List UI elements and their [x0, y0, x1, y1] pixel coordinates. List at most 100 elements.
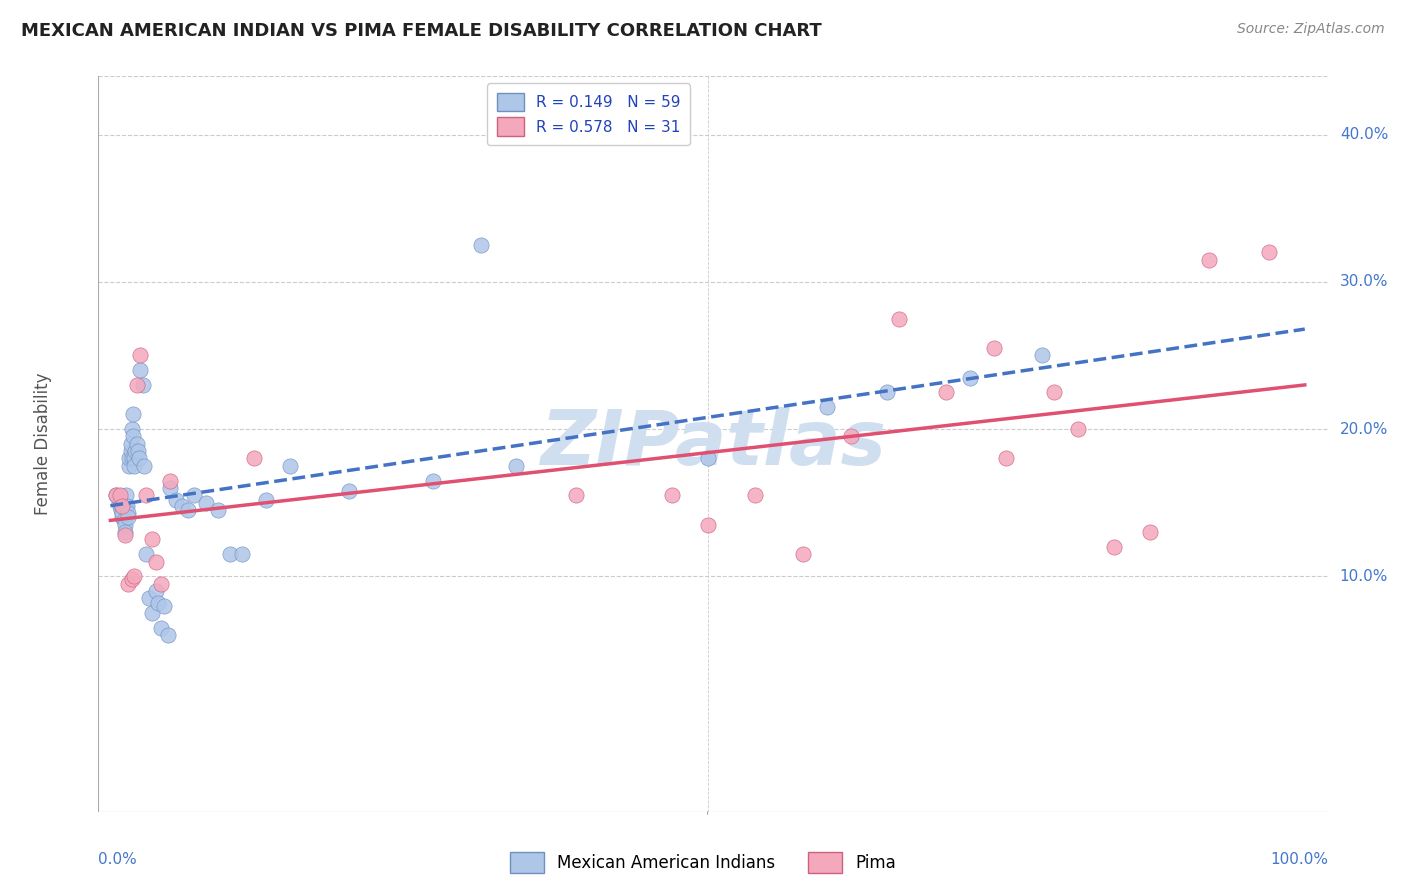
Point	[117, 506, 139, 520]
Point	[959, 370, 981, 384]
Point	[995, 451, 1018, 466]
Point	[159, 474, 181, 488]
Point	[156, 628, 179, 642]
Point	[1043, 385, 1066, 400]
Point	[149, 576, 172, 591]
Point	[124, 444, 146, 458]
Point	[165, 492, 187, 507]
Point	[839, 429, 862, 443]
Point	[125, 436, 148, 450]
Point	[1067, 422, 1090, 436]
Text: ZIPatlas: ZIPatlas	[540, 407, 887, 481]
Point	[278, 458, 301, 473]
Legend: Mexican American Indians, Pima: Mexican American Indians, Pima	[503, 846, 903, 880]
Text: 0.0%: 0.0%	[98, 852, 138, 867]
Point	[115, 488, 138, 502]
Point	[121, 572, 143, 586]
Point	[111, 510, 134, 524]
Point	[122, 458, 145, 473]
Point	[149, 621, 172, 635]
Point	[120, 444, 142, 458]
Text: 10.0%: 10.0%	[1340, 569, 1388, 583]
Point	[121, 451, 143, 466]
Point	[122, 407, 145, 422]
Point	[218, 547, 240, 561]
Text: MEXICAN AMERICAN INDIAN VS PIMA FEMALE DISABILITY CORRELATION CHART: MEXICAN AMERICAN INDIAN VS PIMA FEMALE D…	[21, 22, 823, 40]
Point	[146, 596, 169, 610]
Point	[114, 517, 136, 532]
Point	[132, 458, 155, 473]
Point	[129, 363, 152, 377]
Point	[1198, 252, 1220, 267]
Point	[138, 591, 160, 606]
Point	[135, 488, 157, 502]
Point	[935, 385, 957, 400]
Point	[231, 547, 253, 561]
Point	[207, 503, 229, 517]
Point	[177, 503, 200, 517]
Point	[565, 488, 588, 502]
Point	[118, 458, 141, 473]
Text: 100.0%: 100.0%	[1271, 852, 1329, 867]
Point	[120, 436, 142, 450]
Point	[1102, 540, 1125, 554]
Text: Female Disability: Female Disability	[34, 373, 52, 515]
Point	[1031, 348, 1053, 362]
Point	[422, 474, 444, 488]
Text: 20.0%: 20.0%	[1340, 422, 1388, 436]
Point	[815, 400, 838, 414]
Point	[117, 576, 139, 591]
Point	[127, 444, 149, 458]
Text: 30.0%: 30.0%	[1340, 275, 1388, 289]
Point	[122, 569, 145, 583]
Point	[141, 606, 163, 620]
Point	[1258, 245, 1281, 260]
Point	[122, 451, 145, 466]
Point	[792, 547, 814, 561]
Point	[115, 499, 138, 513]
Point	[470, 238, 492, 252]
Point	[696, 451, 718, 466]
Point	[145, 584, 167, 599]
Point	[114, 524, 136, 539]
Legend: R = 0.149   N = 59, R = 0.578   N = 31: R = 0.149 N = 59, R = 0.578 N = 31	[488, 84, 690, 145]
Point	[170, 499, 193, 513]
Text: 40.0%: 40.0%	[1340, 128, 1388, 142]
Point	[129, 348, 152, 362]
Point	[141, 533, 163, 547]
Point	[242, 451, 264, 466]
Point	[111, 499, 134, 513]
Point	[744, 488, 766, 502]
Point	[887, 311, 910, 326]
Point	[108, 499, 131, 513]
Point	[128, 451, 150, 466]
Text: Source: ZipAtlas.com: Source: ZipAtlas.com	[1237, 22, 1385, 37]
Point	[105, 488, 128, 502]
Point	[111, 506, 134, 520]
Point	[153, 599, 176, 613]
Point	[118, 451, 141, 466]
Point	[105, 488, 128, 502]
Point	[1139, 524, 1161, 539]
Point	[194, 496, 217, 510]
Point	[159, 481, 181, 495]
Point	[115, 499, 138, 513]
Point	[183, 488, 205, 502]
Point	[696, 517, 718, 532]
Point	[661, 488, 683, 502]
Point	[254, 492, 277, 507]
Point	[145, 554, 167, 569]
Point	[983, 341, 1005, 355]
Point	[107, 496, 129, 510]
Point	[110, 503, 132, 517]
Point	[117, 510, 139, 524]
Point	[131, 378, 153, 392]
Point	[876, 385, 898, 400]
Point	[121, 422, 143, 436]
Point	[122, 429, 145, 443]
Point	[135, 547, 157, 561]
Point	[108, 488, 131, 502]
Point	[112, 513, 135, 527]
Point	[125, 378, 148, 392]
Point	[337, 483, 360, 498]
